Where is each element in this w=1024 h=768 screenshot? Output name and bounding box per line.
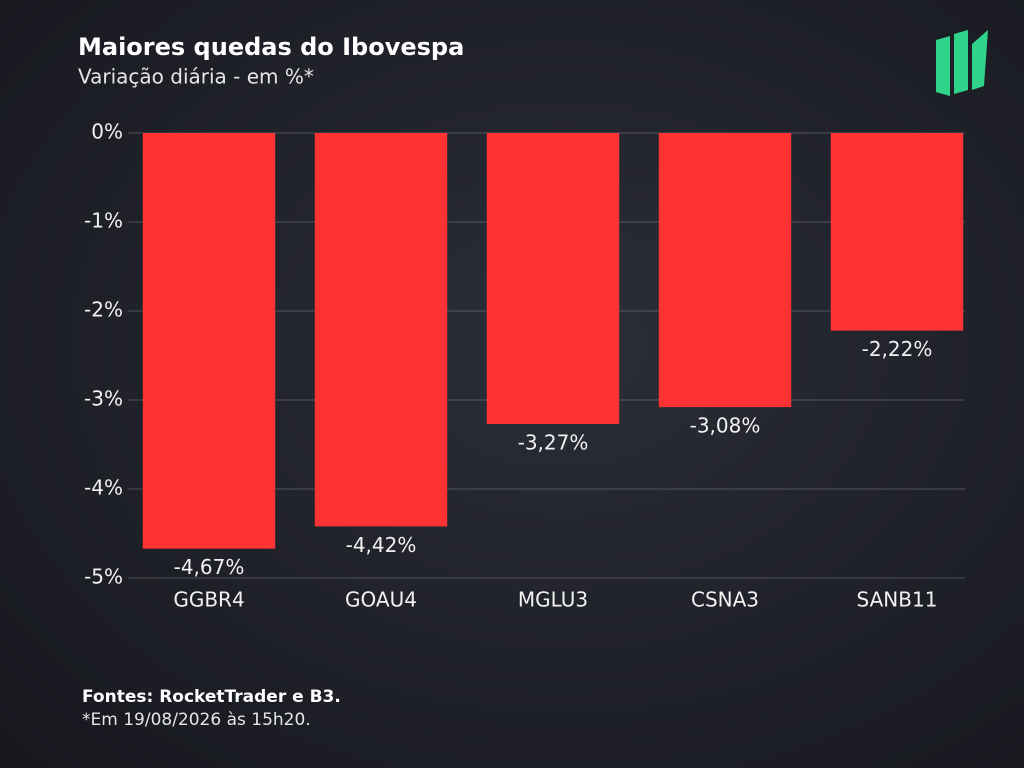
note: *Em 19/08/2026 às 15h20. xyxy=(82,710,311,730)
y-tick-label: -5% xyxy=(84,565,123,589)
y-tick-label: -1% xyxy=(84,209,123,233)
x-tick-label: GOAU4 xyxy=(345,588,417,612)
x-tick-label: MGLU3 xyxy=(518,588,588,612)
value-label: -2,22% xyxy=(862,337,933,361)
value-label: -4,67% xyxy=(174,555,245,579)
chart-title: Maiores quedas do Ibovespa xyxy=(78,33,464,61)
y-tick-label: -3% xyxy=(84,387,123,411)
bar xyxy=(486,133,620,425)
bar xyxy=(142,133,276,549)
value-label: -3,08% xyxy=(690,414,761,438)
y-tick-label: -4% xyxy=(84,476,123,500)
y-tick-label: 0% xyxy=(91,120,123,144)
bar xyxy=(314,133,448,527)
x-tick-label: CSNA3 xyxy=(691,588,759,612)
x-tick-label: SANB11 xyxy=(857,588,938,612)
value-label: -3,27% xyxy=(518,431,589,455)
y-tick-label: -2% xyxy=(84,298,123,322)
bar xyxy=(830,133,964,331)
x-tick-label: GGBR4 xyxy=(173,588,244,612)
logo xyxy=(936,30,988,96)
source: Fontes: RocketTrader e B3. xyxy=(82,687,341,707)
bar xyxy=(658,133,792,408)
value-label: -4,42% xyxy=(346,533,417,557)
chart-subtitle: Variação diária - em %* xyxy=(78,65,314,89)
